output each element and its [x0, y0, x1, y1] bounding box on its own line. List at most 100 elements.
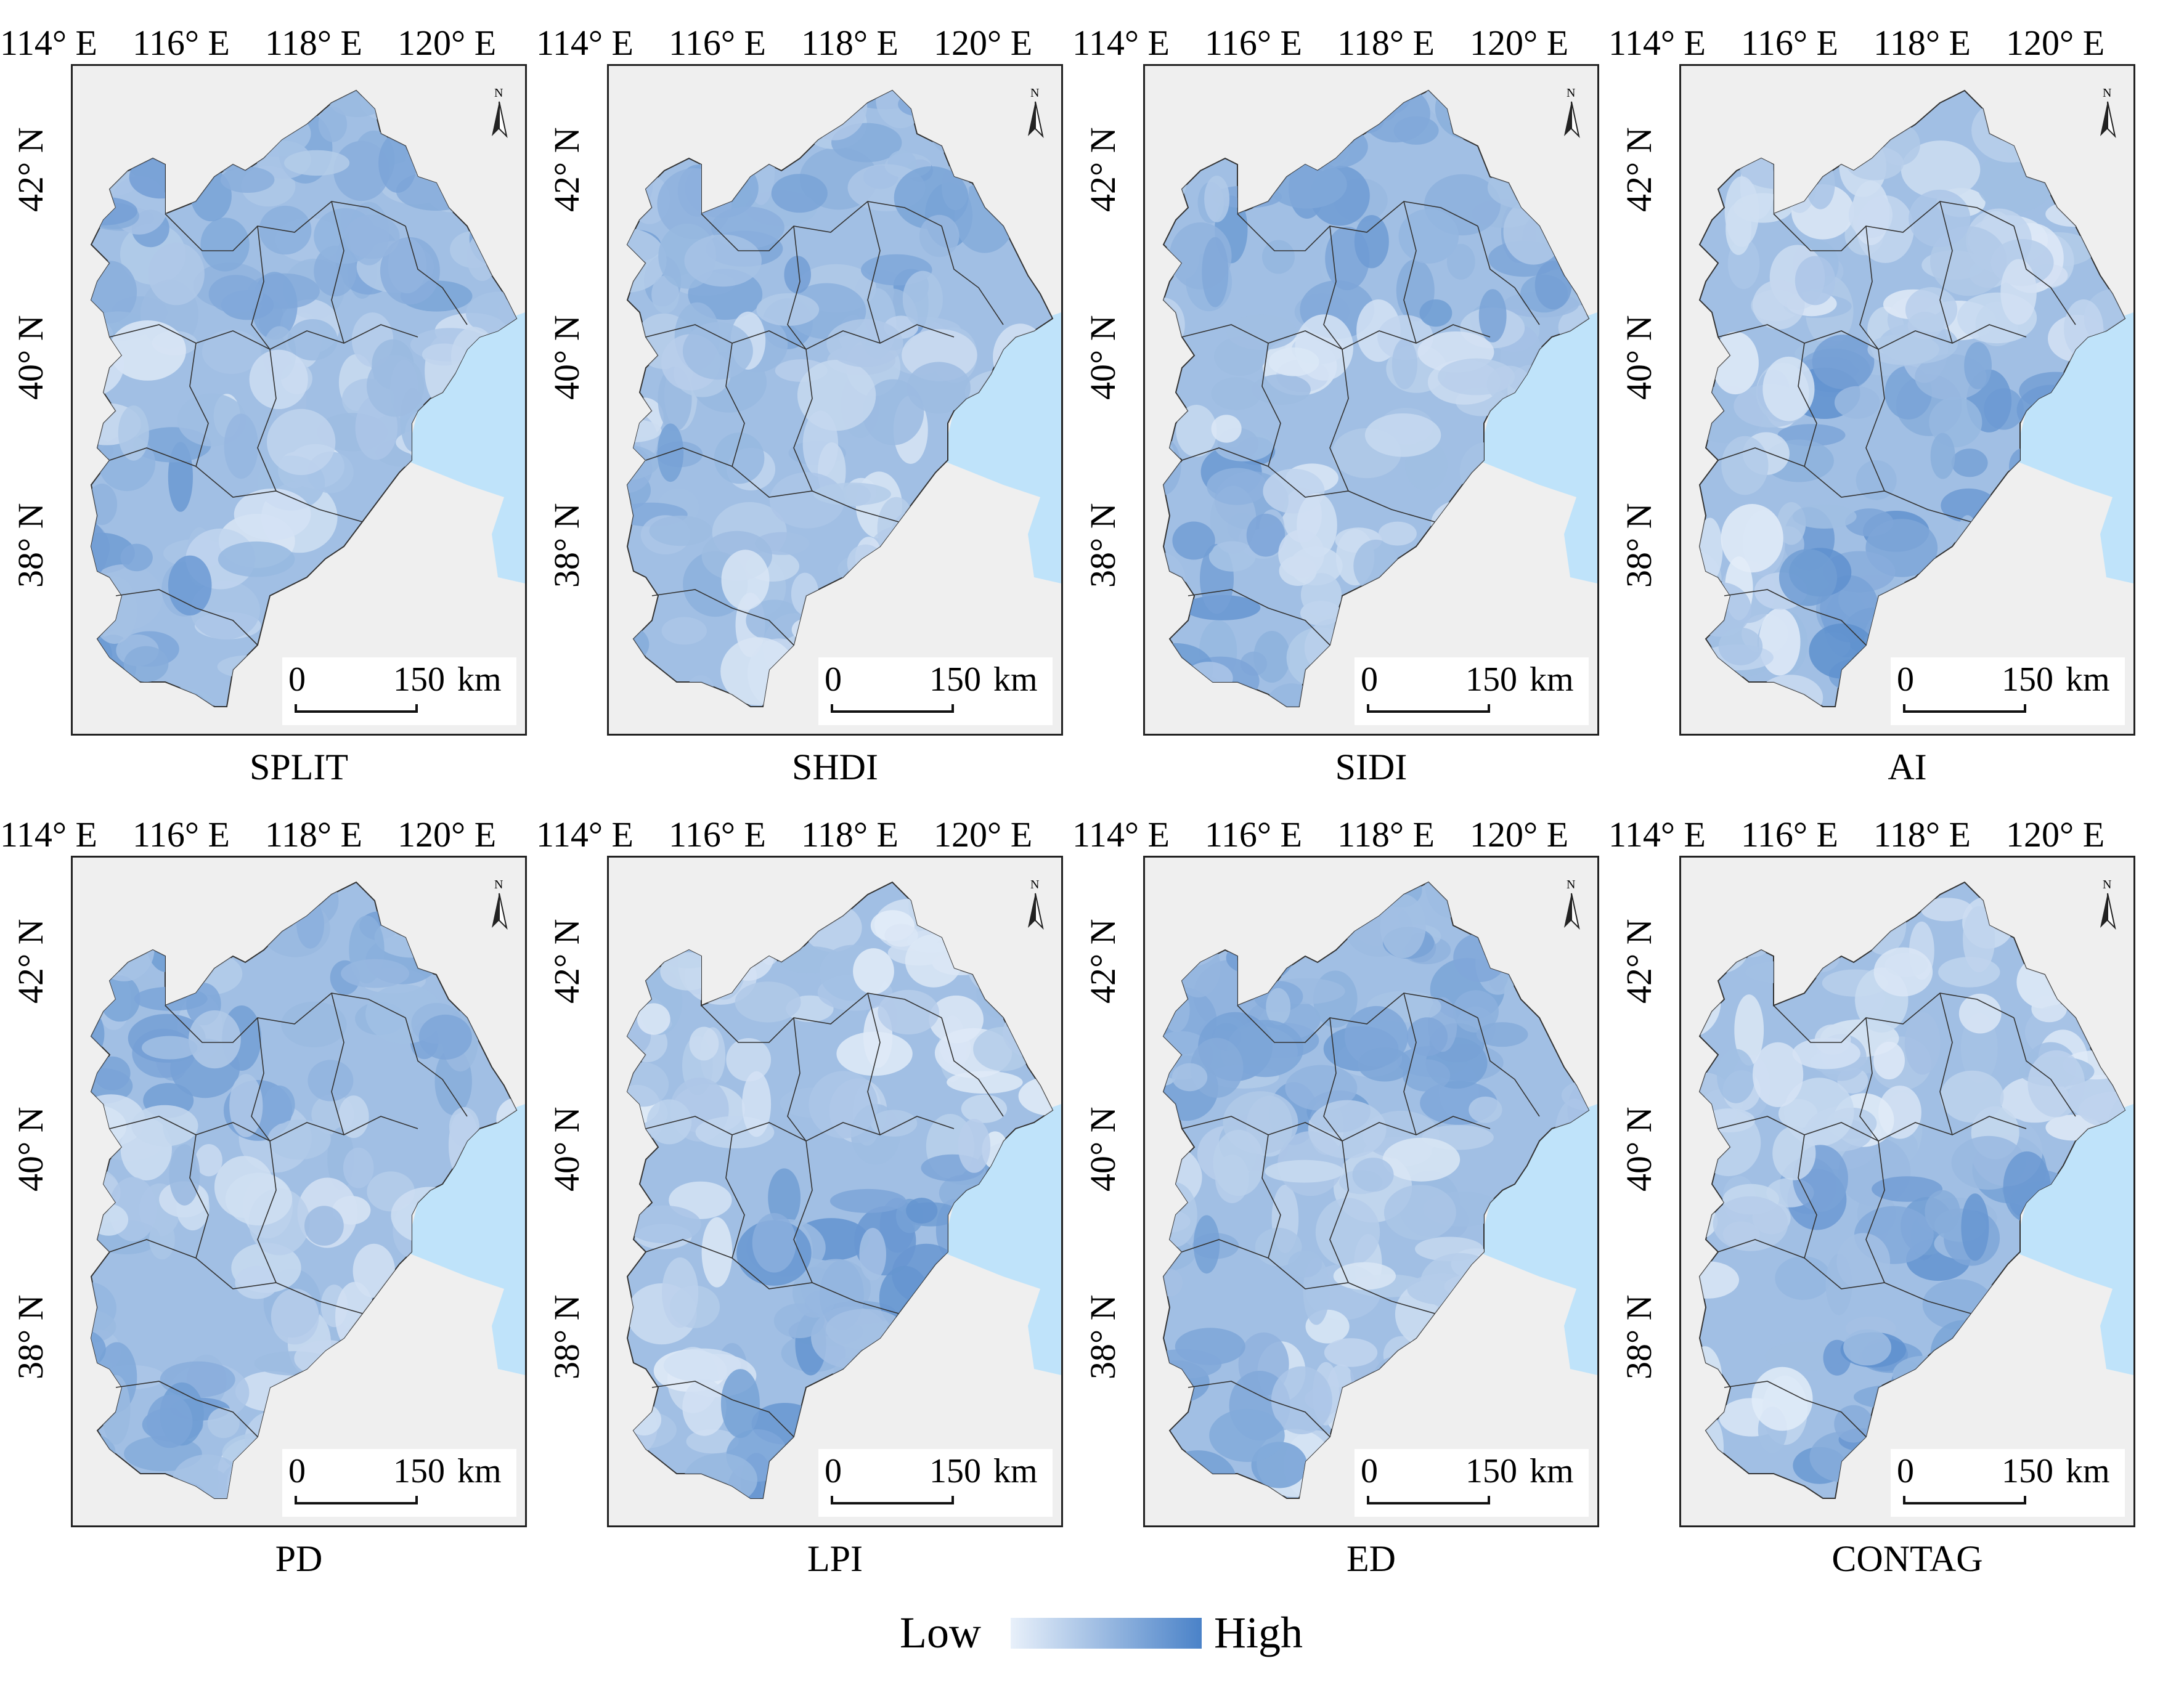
- x-tick-label: 120° E: [1470, 814, 1569, 855]
- county-patch: [1441, 1411, 1509, 1453]
- county-patch: [829, 1188, 907, 1213]
- county-patch: [908, 882, 976, 912]
- county-patch: [884, 924, 918, 947]
- internal-boundaries: [109, 201, 468, 646]
- county-patch: [1513, 1368, 1571, 1415]
- county-patch: [1496, 91, 1524, 103]
- internal-boundaries: [1717, 201, 2076, 646]
- panel-title: SIDI: [1335, 747, 1408, 787]
- north-label: N: [1567, 878, 1576, 891]
- scale-unit-label: km: [1530, 660, 1574, 699]
- county-patch: [329, 91, 385, 118]
- county-patch: [803, 892, 839, 925]
- county-patch: [1508, 593, 1583, 656]
- county-patch: [829, 1392, 909, 1442]
- county-patch: [1171, 1063, 1208, 1092]
- county-patch: [772, 1477, 800, 1498]
- county-patch: [249, 349, 308, 409]
- scale-distance-label: 150: [393, 660, 445, 699]
- county-patch: [352, 1243, 395, 1298]
- county-patch: [2079, 1091, 2125, 1129]
- county-patch: [772, 882, 835, 907]
- scale-distance-label: 150: [1465, 660, 1517, 699]
- county-patch: [360, 91, 420, 121]
- scale-zero-label: 0: [1361, 1452, 1378, 1490]
- county-patch: [1925, 1190, 1960, 1233]
- county-patch: [726, 1038, 772, 1082]
- county-patch: [160, 905, 203, 954]
- county-patch: [956, 511, 1033, 569]
- county-patch: [1454, 1302, 1513, 1331]
- county-patch: [308, 1060, 354, 1102]
- county-patch: [271, 1288, 319, 1345]
- county-patch: [1383, 1185, 1456, 1240]
- county-patch: [376, 545, 418, 610]
- north-label: N: [494, 878, 503, 891]
- county-patch: [646, 1099, 692, 1145]
- scale-distance-label: 150: [2002, 1452, 2053, 1490]
- county-patch: [854, 567, 917, 625]
- county-patch: [1193, 1215, 1220, 1274]
- county-patch: [1700, 1448, 1724, 1498]
- county-patch: [1943, 1353, 1976, 1409]
- county-patch: [1446, 243, 1475, 280]
- county-patch: [1285, 1065, 1358, 1111]
- x-tick-label: 118° E: [1873, 23, 1971, 63]
- county-patch: [1772, 1126, 1816, 1180]
- county-patch: [2055, 146, 2125, 201]
- region-map: [1698, 881, 2133, 1499]
- scale-bar: [831, 1496, 954, 1504]
- county-patch: [918, 882, 958, 917]
- county-patch: [1853, 1384, 1933, 1410]
- county-patch: [720, 637, 796, 705]
- county-patch: [1462, 91, 1515, 110]
- county-patch: [1721, 504, 1783, 573]
- y-tick-label: 40° N: [547, 315, 587, 400]
- county-patch: [1238, 91, 1278, 142]
- county-patch: [1163, 126, 1181, 186]
- x-axis-ticks: 114° E 116° E 118° E 120° E: [1608, 25, 2151, 62]
- scale-bar-box: 0 150 km: [1891, 1449, 2125, 1517]
- county-patch: [878, 989, 939, 1035]
- county-patch: [287, 319, 338, 361]
- county-patch: [894, 166, 969, 230]
- scale-zero-label: 0: [825, 1452, 842, 1490]
- y-axis-ticks: 42° N 40° N 38° N: [1608, 856, 1676, 1527]
- county-patch: [1700, 1261, 1739, 1299]
- county-patch: [147, 1395, 193, 1448]
- county-patch: [1700, 903, 1716, 931]
- county-patch: [701, 931, 746, 1000]
- county-patch: [627, 1465, 646, 1495]
- county-patch: [1503, 948, 1583, 986]
- county-patch: [2058, 1294, 2092, 1341]
- county-patch: [1873, 1041, 1905, 1080]
- county-patch: [1300, 573, 1342, 617]
- county-patch: [368, 589, 442, 614]
- x-axis-ticks: 114° E 116° E 118° E 120° E: [0, 816, 542, 853]
- x-axis-ticks: 114° E 116° E 118° E 120° E: [536, 816, 1078, 853]
- county-patch: [1145, 1420, 1159, 1462]
- county-patch: [1507, 144, 1546, 170]
- x-tick-label: 114° E: [1608, 23, 1706, 63]
- county-patch: [1700, 949, 1726, 980]
- scale-unit-label: km: [2066, 1452, 2110, 1490]
- county-patch: [1514, 110, 1552, 160]
- county-patch: [251, 272, 298, 340]
- map-frame: 0 150 km N: [607, 856, 1063, 1527]
- north-arrow-icon: [2100, 893, 2116, 930]
- county-patch: [1497, 546, 1530, 603]
- y-tick-label: 38° N: [10, 1294, 51, 1379]
- county-patch: [662, 1257, 699, 1328]
- county-patch: [293, 1362, 371, 1429]
- county-patch: [479, 594, 516, 662]
- county-patch: [627, 994, 632, 1058]
- county-patch: [1441, 1400, 1521, 1428]
- county-patch: [202, 330, 261, 374]
- county-patch: [969, 935, 1041, 988]
- county-patch: [1713, 1196, 1788, 1251]
- scale-bar-box: 0 150 km: [282, 1449, 516, 1517]
- north-label: N: [2103, 878, 2112, 891]
- scale-zero-label: 0: [288, 1452, 306, 1490]
- scale-bar: [1903, 704, 2026, 713]
- county-patch: [1211, 377, 1261, 410]
